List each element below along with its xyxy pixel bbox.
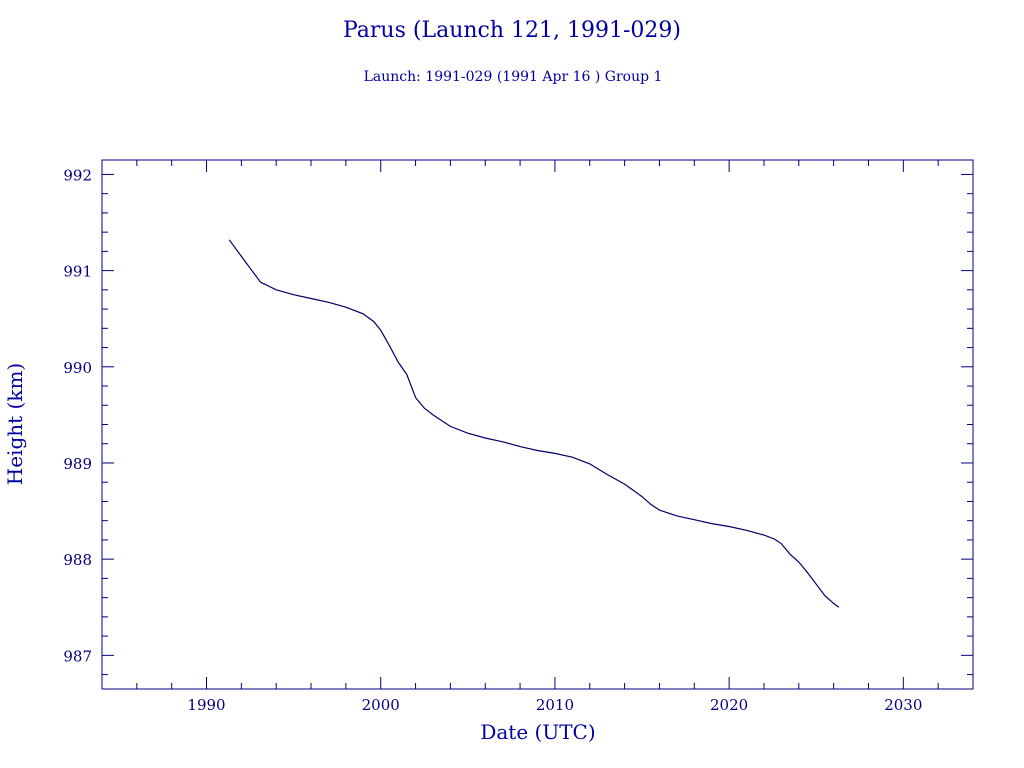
y-tick-label: 990 [63, 359, 92, 377]
y-axis-label: Height (km) [3, 363, 27, 485]
x-tick-labels: 1990 2000 2010 2020 2030 [187, 696, 922, 714]
y-tick-label: 989 [63, 455, 92, 473]
x-tick-label: 2000 [362, 696, 400, 714]
x-tick-label: 2020 [710, 696, 748, 714]
x-axis-label: Date (UTC) [480, 720, 595, 744]
y-tick-label: 992 [63, 166, 92, 184]
y-tick-label: 991 [63, 263, 92, 281]
y-tick-label: 987 [63, 647, 92, 665]
chart-subtitle: Launch: 1991-029 (1991 Apr 16 ) Group 1 [364, 69, 663, 85]
x-tick-label: 2010 [536, 696, 574, 714]
y-tick-label: 988 [63, 551, 92, 569]
y-tick-labels: 987 988 989 990 991 992 [63, 166, 92, 665]
axis-ticks [101, 160, 974, 689]
chart-title: Parus (Launch 121, 1991-029) [343, 18, 681, 43]
x-tick-label: 2030 [884, 696, 922, 714]
x-tick-label: 1990 [187, 696, 225, 714]
plot-frame [101, 159, 974, 690]
series-line [228, 239, 840, 608]
